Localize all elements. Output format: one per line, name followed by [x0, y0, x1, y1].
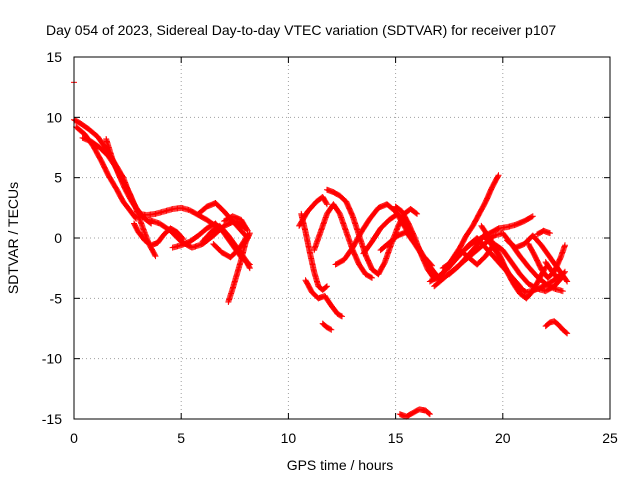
x-axis-label: GPS time / hours — [287, 457, 394, 473]
x-tick-label: 25 — [602, 430, 618, 446]
y-tick-labels: -15 -10 -5 0 5 10 15 — [42, 49, 62, 427]
series-32 — [534, 227, 553, 238]
x-tick-label: 0 — [70, 430, 78, 446]
series-17 — [319, 320, 335, 333]
chart-title: Day 054 of 2023, Sidereal Day-to-day VTE… — [46, 22, 556, 38]
data-points — [71, 81, 571, 420]
series-35 — [396, 406, 433, 420]
series-19 — [323, 186, 421, 278]
x-tick-label: 20 — [495, 430, 511, 446]
series-23 — [392, 172, 502, 283]
series-12 — [225, 230, 253, 305]
series-6 — [135, 204, 219, 229]
y-tick-label: 5 — [54, 170, 62, 186]
x-tick-labels: 0 5 10 15 20 25 — [70, 430, 618, 446]
x-tick-label: 15 — [388, 430, 404, 446]
series-8 — [169, 220, 253, 268]
x-tick-label: 5 — [177, 430, 185, 446]
series-34 — [542, 318, 571, 337]
x-tick-label: 10 — [281, 430, 297, 446]
series-33 — [542, 259, 568, 283]
y-tick-label: -5 — [50, 290, 63, 306]
axis-ticks — [73, 56, 611, 420]
series-16 — [302, 277, 345, 320]
y-tick-label: -15 — [42, 411, 62, 427]
y-tick-label: 0 — [54, 230, 62, 246]
series-15 — [296, 193, 330, 229]
series-28 — [456, 241, 566, 295]
y-tick-label: 10 — [46, 109, 62, 125]
series-30 — [504, 232, 571, 285]
series-18 — [311, 201, 376, 281]
series-13 — [221, 213, 251, 234]
y-axis-label: SDTVAR / TECUs — [5, 182, 21, 294]
series-14 — [298, 210, 330, 293]
series-4 — [103, 136, 155, 227]
y-tick-label: 15 — [46, 49, 62, 65]
y-tick-label: -10 — [42, 351, 62, 367]
